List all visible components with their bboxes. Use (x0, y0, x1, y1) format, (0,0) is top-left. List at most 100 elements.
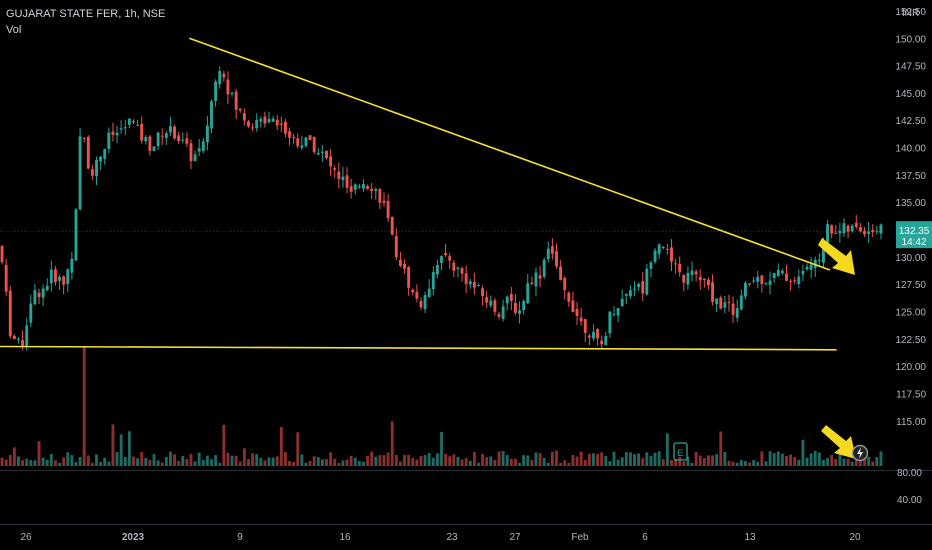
candle-body (197, 148, 201, 152)
volume-bar (205, 455, 209, 466)
candle-body (140, 123, 144, 141)
volume-bar (756, 461, 760, 466)
volume-bar (846, 458, 850, 466)
volume-bar (711, 455, 714, 466)
candle-body (62, 276, 66, 285)
candle-body (694, 271, 698, 275)
volume-bar (111, 424, 115, 466)
volume-bar (292, 461, 296, 466)
candle-body (304, 137, 308, 147)
candle-body (29, 303, 33, 323)
volume-bars (0, 346, 883, 466)
volume-bar (271, 457, 275, 466)
price-tick-label: 140.00 (895, 144, 926, 155)
volume-bar (333, 458, 337, 466)
candle-body (25, 325, 29, 348)
volume-bar (464, 458, 468, 466)
volume-bar (214, 455, 218, 466)
candle-body (575, 308, 579, 316)
price-tick-label: 115.00 (896, 417, 926, 428)
candle-body (0, 245, 4, 263)
candle-body (559, 266, 563, 280)
candle-body (583, 319, 587, 333)
volume-bar (394, 455, 398, 466)
candle-body (144, 136, 148, 142)
candle-body (809, 264, 813, 270)
candle-body (678, 263, 682, 273)
candle-body (789, 280, 793, 282)
volume-bar (871, 461, 875, 466)
time-tick-label: 6 (642, 532, 648, 543)
volume-bar (156, 460, 160, 466)
volume-bar (169, 451, 172, 466)
volume-bar (596, 454, 600, 466)
volume-bar (300, 454, 304, 466)
time-tick-label: 9 (237, 532, 243, 543)
volume-bar (542, 457, 546, 466)
candle-body (579, 317, 583, 322)
candle-body (633, 288, 636, 290)
candle-body (49, 269, 53, 284)
candle-body (850, 225, 854, 232)
candle-body (867, 231, 871, 234)
volume-bar (670, 460, 673, 466)
volume-bar (678, 456, 682, 466)
candle-body (600, 340, 604, 345)
candle-body (649, 262, 653, 269)
candle-body (99, 156, 103, 162)
candle-body (764, 282, 768, 284)
volume-label: Vol (6, 24, 22, 36)
volume-bar (378, 455, 382, 466)
volume-bar (90, 462, 94, 466)
volume-bar (518, 462, 521, 466)
candle-body (608, 311, 612, 334)
volume-bar (472, 451, 476, 466)
candle-body (620, 298, 624, 307)
candle-body (382, 200, 386, 203)
candle-body (698, 277, 702, 281)
volume-bar (612, 451, 616, 466)
volume-bar (768, 451, 772, 466)
candle-body (875, 231, 879, 233)
candle-body (185, 138, 189, 144)
volume-bar (386, 452, 390, 466)
volume-bar (805, 457, 809, 466)
volume-bar (739, 459, 743, 466)
candle-body (181, 139, 185, 141)
volume-bar (238, 461, 242, 466)
volume-tick-label: 40.00 (897, 495, 922, 506)
volume-bar (879, 451, 883, 466)
volume-bar (801, 439, 805, 466)
volume-bar (160, 462, 164, 466)
volume-bar (448, 456, 452, 466)
time-tick-label: 16 (339, 532, 351, 543)
candle-body (226, 79, 230, 95)
volume-bar (526, 455, 530, 466)
trendline-horizontal-support (0, 345, 837, 351)
candle-body (448, 256, 452, 261)
volume-bar (702, 458, 706, 466)
candle-body (661, 247, 665, 249)
candle-body (780, 270, 784, 274)
candle-body (805, 266, 809, 270)
candle-body (464, 273, 468, 284)
candle-body (707, 279, 710, 286)
flash-icon-bolt (857, 447, 863, 459)
candle-body (201, 141, 205, 151)
candle-body (834, 232, 838, 234)
volume-bar (25, 458, 29, 466)
trendline-descending-resistance (189, 37, 831, 271)
volume-bar (509, 458, 513, 466)
volume-bar (587, 453, 591, 466)
volume-bar (21, 460, 25, 466)
volume-bar (641, 458, 645, 466)
volume-bar (136, 458, 140, 466)
volume-bar (735, 462, 739, 466)
volume-bar (82, 346, 86, 466)
candle-body (411, 289, 415, 293)
candle-body (817, 259, 821, 261)
candle-body (665, 249, 669, 251)
volume-bar (86, 455, 90, 466)
candle-body (296, 138, 300, 147)
